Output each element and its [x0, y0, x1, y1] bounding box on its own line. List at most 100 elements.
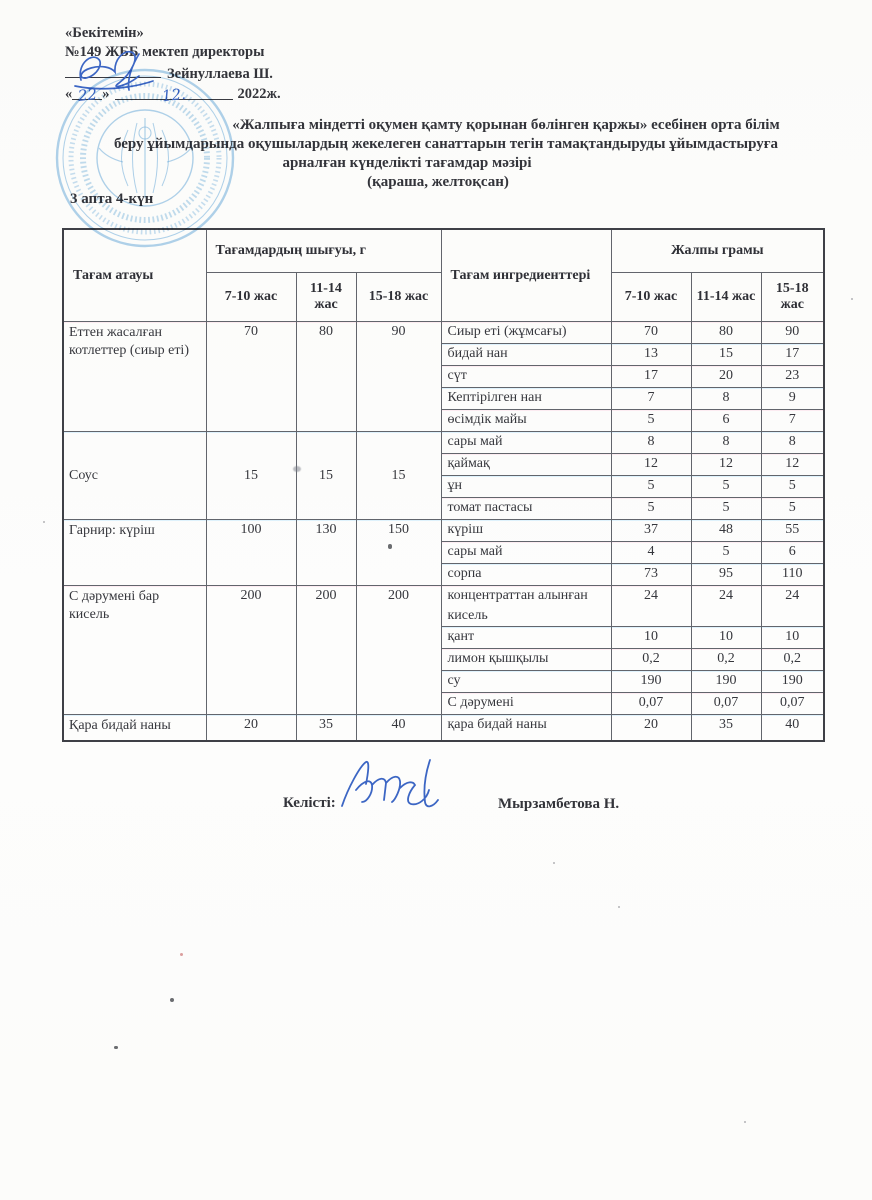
col-header-age-3: 15-18 жас [760, 272, 825, 322]
week-day-label: 3 апта 4-күн [70, 191, 154, 207]
paper-speck [170, 998, 174, 1002]
dish-output-cell: 40 [355, 714, 442, 742]
menu-table: Тағам атауы Тағамдардың шығуы, г Тағам и… [62, 228, 826, 742]
ingredient-grams-cell: 24 [760, 585, 825, 627]
ingredient-grams-cell: 95 [690, 563, 762, 586]
ingredient-grams-cell: 5 [610, 409, 692, 432]
ingredient-grams-cell: 48 [690, 519, 762, 542]
dish-output-cell: 15 [205, 431, 297, 520]
dish-group-row: Соус 15 15 15 сары май 8 8 8 [62, 431, 825, 520]
ingredient-grams-cell: 7 [610, 387, 692, 410]
col-header-age-1: 7-10 жас [205, 272, 297, 322]
ingredient-grams-cell: 90 [760, 321, 825, 344]
dish-output-cell: 130 [295, 519, 357, 586]
ingredient-grams-cell: 24 [610, 585, 692, 627]
approval-block: «Бекітемін» №149 ЖББ мектеп директоры Зе… [65, 24, 281, 105]
dish-output-cell: 20 [205, 714, 297, 742]
dish-name-cell: Қара бидай наны [62, 714, 207, 742]
dish-output-cell: 200 [205, 585, 297, 715]
dish-group-row: С дәрумені бар кисель 200 200 200 концентрат… [62, 585, 825, 715]
dish-name-cell: Соус [62, 431, 207, 520]
dish-output-cell: 90 [355, 321, 442, 432]
ingredient-name-cell: сорпа [440, 563, 612, 586]
ink-smudge [293, 466, 301, 472]
ingredient-grams-cell: 5 [690, 475, 762, 498]
dish-output-cell: 80 [295, 321, 357, 432]
ingredient-grams-cell: 0,07 [690, 692, 762, 715]
dish-output-cell: 100 [205, 519, 297, 586]
ingredient-grams-cell: 0,2 [760, 648, 825, 671]
ingredient-grams-cell: 24 [690, 585, 762, 627]
title-line-1: «Жалпыға міндетті оқумен қамту қорынан б… [232, 117, 780, 133]
dish-name-cell: С дәрумені бар кисель [62, 585, 207, 715]
ingredient-grams-cell: 20 [610, 714, 692, 742]
agreed-label: Келісті: [283, 795, 336, 811]
ingredient-row: қаймақ 12 12 12 [63, 453, 825, 476]
ingredient-grams-cell: 17 [610, 365, 692, 388]
ingredient-grams-cell: 4 [610, 541, 692, 564]
paper-speck [744, 1121, 746, 1123]
ingredient-name-cell: концентраттан алынған кисель [440, 585, 612, 627]
dish-output-cell: 150 [355, 519, 442, 586]
approval-line-1: «Бекітемін» [65, 25, 144, 41]
ingredient-name-cell: сары май [440, 431, 612, 454]
ingredient-grams-cell: 55 [760, 519, 825, 542]
ingredient-grams-cell: 35 [690, 714, 762, 742]
ingredient-name-cell: қара бидай наны [440, 714, 612, 742]
ingredient-grams-cell: 5 [760, 475, 825, 498]
dish-output-cell: 200 [355, 585, 442, 715]
ingredient-grams-cell: 5 [690, 541, 762, 564]
dish-name-cell: Еттен жасалған котлеттер (сиыр еті) [62, 321, 207, 432]
ingredient-grams-cell: 80 [690, 321, 762, 344]
ingredient-name-cell: Кептірілген нан [440, 387, 612, 410]
ingredient-row: Кептірілген нан 7 8 9 [63, 387, 825, 410]
col-header-age-2: 11-14 жас [690, 272, 762, 322]
paper-speck [43, 521, 45, 523]
ingredient-name-cell: бидай нан [440, 343, 612, 366]
ingredient-grams-cell: 7 [760, 409, 825, 432]
dish-output-cell: 70 [205, 321, 297, 432]
ingredient-grams-cell: 190 [610, 670, 692, 693]
ingredient-grams-cell: 6 [690, 409, 762, 432]
ingredient-grams-cell: 0,2 [690, 648, 762, 671]
ingredient-row: су 190 190 190 [63, 670, 825, 693]
col-header-ingredients: Тағам ингредиенттері [440, 228, 612, 322]
director-signature [74, 50, 154, 91]
ingredient-grams-cell: 10 [760, 626, 825, 649]
ingredient-name-cell: қаймақ [440, 453, 612, 476]
ingredient-grams-cell: 10 [690, 626, 762, 649]
col-header-age-3: 15-18 жас [355, 272, 442, 322]
ingredient-grams-cell: 17 [760, 343, 825, 366]
ingredient-grams-cell: 0,07 [610, 692, 692, 715]
col-header-age-1: 7-10 жас [610, 272, 692, 322]
ingredient-grams-cell: 37 [610, 519, 692, 542]
paper-speck [618, 906, 620, 908]
menu-table-body: Еттен жасалған котлеттер (сиыр еті) 70 80 9… [62, 321, 825, 742]
ingredient-grams-cell: 8 [690, 387, 762, 410]
paper-speck [180, 953, 183, 956]
dish-group-row: Еттен жасалған котлеттер (сиыр еті) 70 80 9… [62, 321, 825, 432]
ingredient-grams-cell: 10 [610, 626, 692, 649]
ingredient-grams-cell: 8 [610, 431, 692, 454]
ingredient-grams-cell: 12 [610, 453, 692, 476]
col-header-grams-group: Жалпы грамы [610, 228, 825, 273]
ingredient-name-cell: лимон қышқылы [440, 648, 612, 671]
ingredient-name-cell: күріш [440, 519, 612, 542]
ingredient-grams-cell: 190 [690, 670, 762, 693]
ingredient-name-cell: сары май [440, 541, 612, 564]
title-line-4: (қараша, желтоқсан) [367, 174, 509, 190]
ingredient-grams-cell: 190 [760, 670, 825, 693]
ingredient-grams-cell: 5 [690, 497, 762, 520]
ingredient-grams-cell: 20 [690, 365, 762, 388]
ingredient-grams-cell: 5 [760, 497, 825, 520]
dish-group-row: Қара бидай наны 20 35 40 қара бидай наны 20 35… [62, 714, 825, 742]
ingredient-grams-cell: 40 [760, 714, 825, 742]
col-header-dish: Тағам атауы [62, 228, 207, 322]
ingredient-name-cell: ұн [440, 475, 612, 498]
dish-output-cell: 15 [355, 431, 442, 520]
paper-speck [851, 298, 853, 300]
ingredient-grams-cell: 5 [610, 475, 692, 498]
ingredient-grams-cell: 8 [760, 431, 825, 454]
ingredient-grams-cell: 12 [690, 453, 762, 476]
agreed-name: Мырзамбетова Н. [498, 796, 620, 812]
